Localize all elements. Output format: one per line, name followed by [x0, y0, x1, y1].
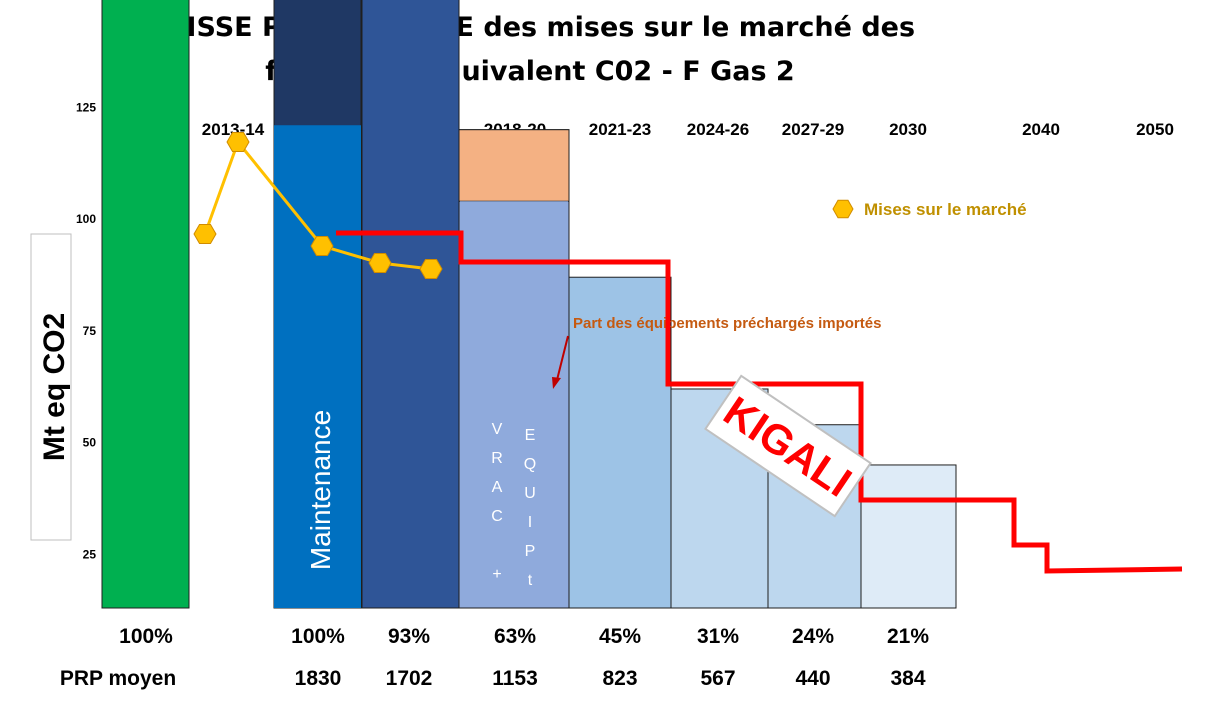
y-axis-label: Mt eq CO2 [38, 313, 71, 461]
equip-letter: t [528, 572, 533, 589]
y-axis-label-box [30, 233, 72, 541]
bar-2009-12 [101, 0, 190, 609]
chart-title-line1: BAISSE PROGRESSIVE des mises sur le marc… [144, 12, 916, 43]
percent-2015: 100% [291, 625, 345, 648]
percent-2009-12: 100% [119, 625, 173, 648]
annotation-arrow-head [552, 377, 561, 389]
prp-2024-26: 567 [700, 667, 735, 690]
percent-2021-23: 45% [599, 625, 641, 648]
y-tick-125: 125 [76, 100, 96, 114]
vrac-letter: R [491, 450, 503, 467]
kigali-step-line [336, 230, 1183, 574]
percent-2018-20: 63% [494, 625, 536, 648]
prp-2015: 1830 [295, 667, 342, 690]
prp-2021-23: 823 [602, 667, 637, 690]
y-tick-100: 100 [76, 212, 96, 226]
vrac-letter: A [492, 479, 503, 496]
bar-segment-vrac-equip [460, 201, 568, 603]
maintenance-label: Maintenance [305, 410, 336, 570]
y-tick-75: 75 [83, 324, 97, 338]
period-label-2030: 2030 [889, 120, 927, 139]
percent-2024-26: 31% [697, 625, 739, 648]
percent-2016-17: 93% [388, 625, 430, 648]
period-label-2040: 2040 [1022, 120, 1060, 139]
equip-letter: P [525, 543, 536, 560]
percent-2027-29: 24% [792, 625, 834, 648]
vrac-letter: C [491, 508, 503, 525]
bar-segment-imported-equipment [458, 129, 570, 202]
mises-point-3 [368, 253, 392, 273]
period-label-2013-14: 2013-14 [202, 120, 265, 139]
period-label-2050: 2050 [1136, 120, 1174, 139]
prp-2018-20: 1153 [492, 667, 538, 690]
equip-letter: U [524, 485, 536, 502]
equip-letter: I [528, 514, 532, 531]
prp-2030: 384 [890, 667, 925, 690]
period-label-2021-23: 2021-23 [589, 120, 651, 139]
prp-label: PRP moyen [60, 667, 176, 690]
kigali-stamp-box [704, 374, 872, 518]
bar-2021-23 [568, 276, 672, 609]
annotation-arrow-line [556, 335, 569, 381]
mises-point-2 [310, 236, 334, 256]
prp-2027-29: 440 [795, 667, 830, 690]
legend-label: Mises sur le marché [864, 200, 1027, 219]
vrac-letter: + [492, 566, 501, 583]
mises-point-0 [193, 224, 217, 244]
bar-2016-17 [361, 0, 460, 609]
equip-letter: Q [524, 456, 536, 473]
y-tick-150: 150 [76, 0, 96, 3]
period-label-2027-29: 2027-29 [782, 120, 844, 139]
bar-2030 [860, 464, 957, 609]
mises-point-4 [419, 259, 443, 279]
legend-hexagon-icon [832, 199, 854, 219]
y-tick-25: 25 [83, 547, 97, 561]
y-tick-50: 50 [83, 436, 97, 450]
vrac-letter: V [492, 421, 503, 438]
percent-2030: 21% [887, 625, 929, 648]
equip-letter: E [525, 427, 536, 444]
period-label-2024-26: 2024-26 [687, 120, 749, 139]
prp-2016-17: 1702 [386, 667, 433, 690]
mises-point-1 [226, 132, 250, 152]
annotation-imported-equipment: Part des équipements préchargés importés [573, 315, 881, 332]
